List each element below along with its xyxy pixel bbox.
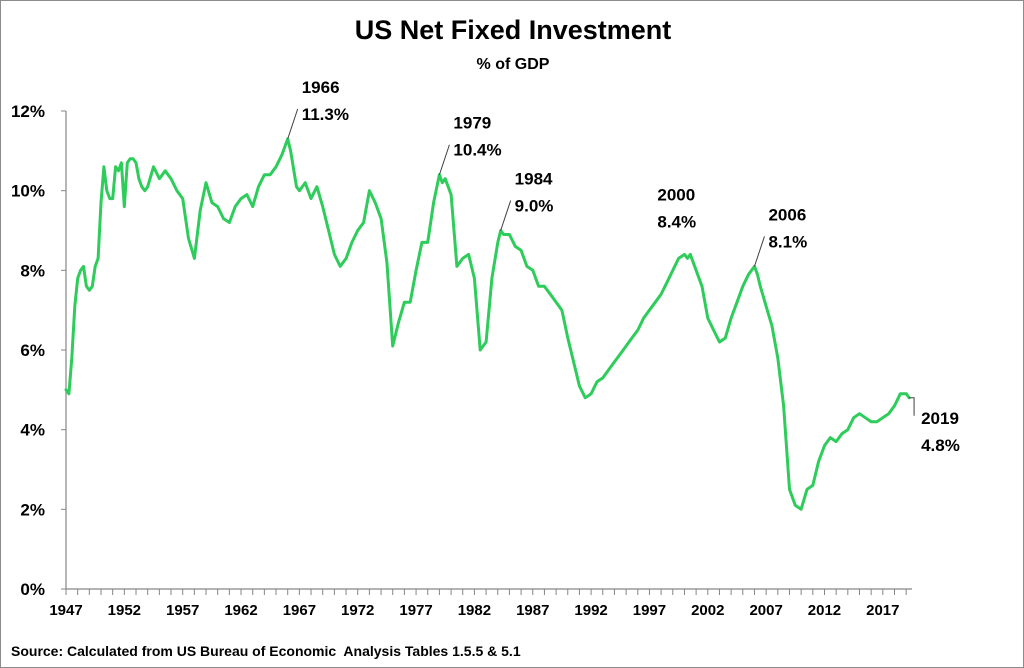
annotation-value: 9.0% (515, 197, 554, 216)
annotation-year: 2000 (657, 185, 695, 204)
annotation-value: 10.4% (453, 141, 501, 160)
x-tick-label: 2017 (866, 602, 899, 619)
x-tick-label: 1957 (166, 602, 199, 619)
series-line (64, 137, 911, 511)
y-tick-label: 12% (11, 102, 45, 121)
y-tick-label: 6% (20, 341, 45, 360)
x-tick-label: 1992 (574, 602, 607, 619)
series-layer (64, 137, 911, 511)
chart-title: US Net Fixed Investment (354, 15, 672, 45)
x-axis: 1947 1952 1957 1962 1967 1972 1977 1982 1987 1992… (49, 589, 907, 619)
x-tick-label: 1952 (108, 602, 141, 619)
source-note: Source: Calculated from US Bureau of Eco… (11, 643, 521, 659)
annotation-year: 1979 (453, 114, 491, 133)
annotation-leader-line (500, 200, 512, 231)
annotation-leader-line (438, 144, 450, 175)
y-tick-label: 0% (20, 580, 45, 599)
x-tick-label: 1987 (516, 602, 549, 619)
y-axis: 0% 2% 4% 6% 8% 10% 12% (11, 102, 66, 599)
y-tick-label: 10% (11, 182, 45, 201)
annotation-leader-line (287, 108, 299, 140)
x-tick-label: 1947 (49, 602, 82, 619)
x-tick-label: 1967 (283, 602, 316, 619)
x-tick-label: 1972 (341, 602, 374, 619)
annotation-year: 1984 (515, 170, 553, 189)
x-tick-label: 2012 (808, 602, 841, 619)
annotation-value: 4.8% (921, 436, 960, 455)
annotation-year: 1966 (302, 78, 340, 97)
y-tick-label: 8% (20, 261, 45, 280)
annotation-leader-line (909, 397, 915, 416)
annotation-leader-line (753, 236, 765, 267)
x-tick-label: 1982 (458, 602, 491, 619)
chart-subtitle: % of GDP (476, 56, 550, 73)
annotation-value: 11.3% (302, 105, 349, 124)
x-tick-label: 2002 (691, 602, 724, 619)
chart-axes (65, 111, 912, 590)
x-tick-label: 1977 (399, 602, 432, 619)
annotation-value: 8.4% (657, 212, 696, 231)
annotation-value: 8.1% (768, 232, 807, 251)
annotation-year: 2006 (768, 205, 806, 224)
x-tick-label: 1962 (224, 602, 257, 619)
annotation-layer: 1966 11.3% 1979 10.4% 1984 9.0% 2000 8.4% 2006 8.… (287, 78, 960, 455)
x-tick-label: 2007 (749, 602, 782, 619)
x-tick-label: 1997 (633, 602, 666, 619)
y-tick-label: 4% (20, 421, 45, 440)
annotation-year: 2019 (921, 409, 959, 428)
y-tick-label: 2% (20, 500, 45, 519)
